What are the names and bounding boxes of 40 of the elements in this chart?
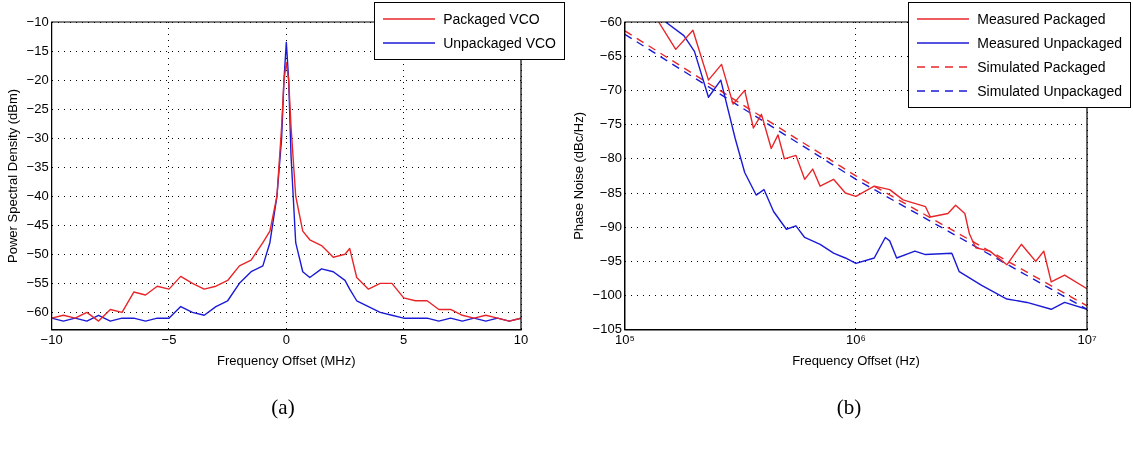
y-tick-label: −65: [599, 47, 622, 63]
y-tick-label: −50: [26, 245, 49, 261]
y-tick-label: −90: [599, 218, 622, 234]
y-tick-label: −45: [26, 216, 49, 232]
y-tick-label: −25: [26, 100, 49, 116]
y-tick-label: −20: [26, 71, 49, 87]
y-tick-label: −60: [26, 303, 49, 319]
y-tick-label: −55: [26, 274, 49, 290]
x-axis-title: Frequency Offset (MHz): [217, 352, 356, 368]
y-tick-label: −75: [599, 116, 622, 132]
y-tick-label: −100: [592, 287, 622, 303]
x-tick-label: 0: [282, 332, 290, 348]
legend-label: Unpackaged VCO: [443, 35, 556, 51]
y-tick-label: −35: [26, 158, 49, 174]
legend-label: Simulated Packaged: [977, 59, 1106, 75]
x-tick-label: 10⁶: [846, 332, 866, 348]
y-tick-label: −40: [26, 187, 49, 203]
x-tick-label: 10⁷: [1077, 332, 1097, 348]
y-tick-label: −10: [26, 13, 49, 29]
text: (b): [835, 395, 863, 420]
legend-label: Measured Packaged: [977, 11, 1106, 27]
legend-label: Packaged VCO: [443, 11, 540, 27]
x-tick-label: −10: [40, 332, 63, 348]
legend-label: Simulated Unpackaged: [977, 83, 1122, 99]
x-tick-label: −5: [161, 332, 177, 348]
x-tick-label: 10: [513, 332, 529, 348]
x-axis-title: Frequency Offset (Hz): [792, 352, 920, 368]
y-tick-label: −80: [599, 150, 622, 166]
x-tick-label: 5: [400, 332, 408, 348]
y-tick-label: −85: [599, 184, 622, 200]
y-axis-title: Phase Noise (dBc/Hz): [571, 111, 587, 240]
y-tick-label: −15: [26, 42, 49, 58]
y-tick-label: −70: [599, 81, 622, 97]
y-tick-label: −60: [599, 13, 622, 29]
text: (a): [270, 395, 296, 420]
y-tick-label: −30: [26, 129, 49, 145]
legend-label: Measured Unpackaged: [977, 35, 1122, 51]
y-tick-label: −95: [599, 252, 622, 268]
y-axis-title: Power Spectral Density (dBm): [5, 88, 21, 263]
x-tick-label: 10⁵: [614, 332, 635, 348]
